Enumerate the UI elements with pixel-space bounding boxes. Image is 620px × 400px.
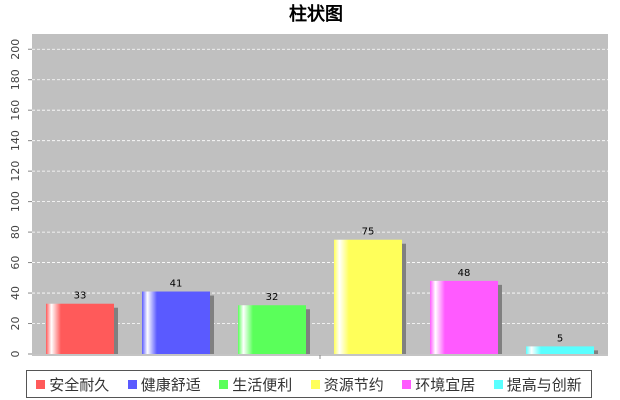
bar-2	[238, 305, 306, 354]
y-tick-label: 20	[9, 317, 22, 331]
legend-label: 资源节约	[323, 375, 384, 394]
legend: 安全耐久 健康舒适 生活便利 资源节约 环境宜居 提高与创新	[26, 370, 592, 398]
bar-5	[526, 346, 594, 354]
legend-item: 安全耐久	[36, 374, 109, 395]
legend-swatch	[493, 379, 503, 389]
data-label: 5	[557, 333, 563, 344]
y-tick-label: 140	[9, 130, 22, 151]
y-tick-label: 160	[9, 100, 22, 121]
data-label: 75	[362, 227, 375, 238]
legend-label: 安全耐久	[49, 375, 110, 394]
bar-1	[142, 291, 210, 354]
y-tick-label: 40	[9, 286, 22, 300]
y-tick-label: 200	[9, 39, 22, 60]
legend-label: 生活便利	[232, 375, 293, 394]
legend-item: 资源节约	[310, 374, 384, 395]
legend-label: 提高与创新	[506, 375, 582, 394]
bar-3	[334, 239, 402, 354]
y-axis: 0 20 40 60 80 100 120 140 160 180 200	[9, 39, 321, 359]
data-label: 41	[170, 279, 183, 290]
data-label: 48	[458, 268, 471, 279]
legend-swatch	[402, 379, 412, 389]
legend-swatch	[36, 379, 46, 389]
y-tick-label: 180	[9, 69, 22, 90]
grid-lines	[32, 48, 608, 324]
legend-swatch	[219, 379, 229, 389]
y-tick-label: 0	[9, 351, 22, 358]
bar-4	[430, 280, 498, 354]
legend-swatch	[127, 379, 137, 389]
data-label: 33	[74, 291, 87, 302]
y-tick-label: 120	[9, 161, 22, 182]
data-label: 32	[266, 292, 279, 303]
legend-label: 健康舒适	[140, 375, 201, 394]
y-tick-label: 80	[9, 225, 22, 239]
legend-item: 提高与创新	[493, 374, 582, 395]
legend-swatch	[310, 379, 320, 389]
y-tick-label: 100	[9, 191, 22, 212]
legend-item: 环境宜居	[402, 374, 475, 395]
plot-background	[32, 34, 608, 354]
chart-title: 柱状图	[289, 3, 343, 25]
legend-item: 生活便利	[219, 374, 292, 395]
y-tick-label: 60	[9, 256, 22, 270]
bar-0	[46, 303, 114, 354]
legend-item: 健康舒适	[127, 374, 201, 395]
legend-label: 环境宜居	[415, 375, 476, 394]
bars: 33 41 32 75 48 5	[46, 227, 598, 354]
